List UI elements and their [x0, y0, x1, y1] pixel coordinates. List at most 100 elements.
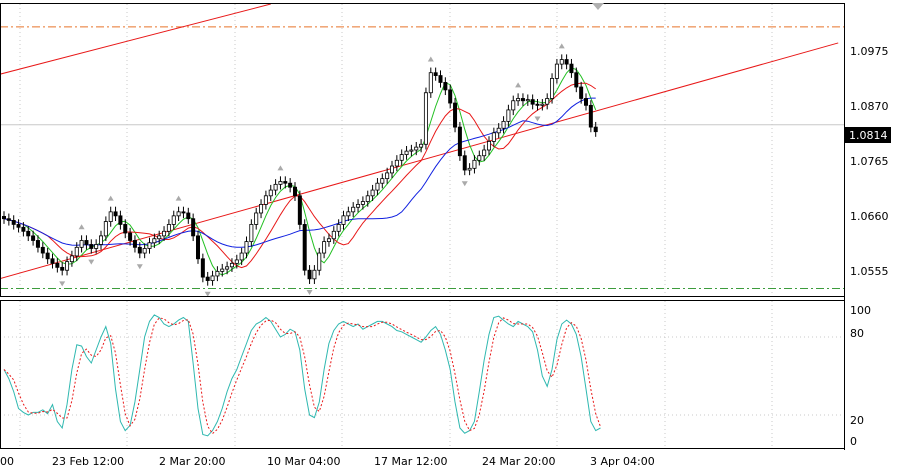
candle-bull [312, 269, 317, 280]
candle-bull [336, 224, 341, 232]
candle-bear [297, 195, 302, 225]
price-levels [0, 26, 844, 290]
candle-bull [273, 183, 278, 191]
candle-bull [506, 109, 511, 122]
candle-bull [74, 246, 79, 257]
candle-bear [40, 246, 45, 254]
fractal-up-marker [515, 82, 522, 88]
candle-bull [239, 252, 244, 261]
candle-bull [210, 275, 215, 281]
candle-bear [307, 269, 312, 280]
candle-bear [205, 276, 210, 281]
candle-bull [142, 248, 147, 254]
candle-bull [244, 241, 249, 254]
candle-bear [35, 240, 40, 248]
candle-bull [278, 181, 283, 185]
candle-bear [574, 72, 579, 88]
fractal-up-marker [78, 224, 85, 230]
candle-bull [79, 240, 84, 248]
candle-bull [550, 78, 555, 99]
candlesticks [2, 54, 598, 286]
candle-bear [132, 240, 137, 248]
current-price-box [845, 127, 891, 143]
candle-bear [84, 240, 89, 245]
candle-bull [331, 230, 336, 240]
candle-bull [365, 195, 370, 202]
candle-bear [26, 230, 31, 237]
candle-bull [404, 150, 409, 155]
candle-bull [108, 211, 113, 222]
candle-bear [2, 216, 7, 220]
fractal-markers [59, 43, 565, 297]
candle-bear [433, 72, 438, 76]
candle-bear [200, 258, 205, 278]
candle-bull [385, 172, 390, 180]
fractal-up-marker [175, 195, 182, 201]
candle-bull [559, 59, 564, 65]
trendline-support [0, 42, 839, 280]
fractal-down-marker [136, 264, 143, 270]
fractal-down-marker [204, 291, 211, 297]
candle-bull [162, 230, 167, 237]
candle-bull [380, 178, 385, 184]
candle-bear [292, 186, 297, 197]
stochastic-axis: 100 80 20 0 [850, 304, 871, 448]
price-tick: 1.0555 [850, 265, 889, 278]
candle-bear [123, 224, 128, 234]
candle-bear [128, 232, 133, 241]
price-tick: 1.0660 [850, 210, 889, 223]
time-tick: 23 Feb 12:00 [52, 455, 124, 468]
candle-bull [341, 215, 346, 225]
candle-bear [55, 262, 60, 268]
candle-bear [21, 226, 26, 232]
fractal-up-marker [277, 165, 284, 171]
candle-bull [234, 259, 239, 264]
candle-bear [195, 235, 200, 260]
candle-bull [419, 143, 424, 148]
fractal-up-marker [427, 56, 434, 62]
candle-bull [482, 149, 487, 157]
candle-bull [103, 221, 108, 237]
candle-bear [584, 98, 589, 106]
time-tick: 2 Mar 20:00 [159, 455, 225, 468]
candle-bear [564, 59, 569, 65]
candle-bull [147, 242, 152, 249]
candle-bull [554, 63, 559, 79]
candle-bull [259, 203, 264, 214]
candle-bear [137, 246, 142, 254]
chart-shift-marker[interactable] [592, 3, 604, 10]
candle-bear [443, 82, 448, 91]
candle-bull [263, 195, 268, 205]
candle-bull [249, 224, 254, 243]
candle-bear [283, 181, 288, 184]
price-tick: 1.0765 [850, 155, 889, 168]
fractal-down-marker [461, 181, 468, 187]
fractal-up-marker [107, 195, 114, 201]
candle-bull [346, 211, 351, 217]
candle-bull [423, 92, 428, 145]
candle-bull [389, 165, 394, 174]
current-price-marker: 1.0814 [845, 127, 891, 143]
candle-bull [351, 206, 356, 213]
candle-bull [370, 189, 375, 197]
candle-bull [166, 224, 171, 232]
candle-bear [593, 126, 598, 133]
candle-bear [191, 218, 196, 237]
price-tick: 1.0870 [850, 100, 889, 113]
candle-bull [268, 189, 273, 197]
fractal-down-marker [306, 289, 313, 295]
candle-bear [453, 102, 458, 128]
candle-bear [579, 86, 584, 99]
price-tick: 1.0975 [850, 45, 889, 58]
candle-bull [477, 155, 482, 161]
candle-bull [215, 270, 220, 277]
candle-bull [525, 99, 530, 102]
candle-bull [69, 255, 74, 263]
candle-bull [545, 98, 550, 105]
candle-bull [99, 235, 104, 245]
stochastic-tick: 80 [850, 327, 864, 340]
candle-bear [60, 266, 65, 271]
candle-bear [45, 252, 50, 260]
candle-bull [152, 238, 157, 244]
